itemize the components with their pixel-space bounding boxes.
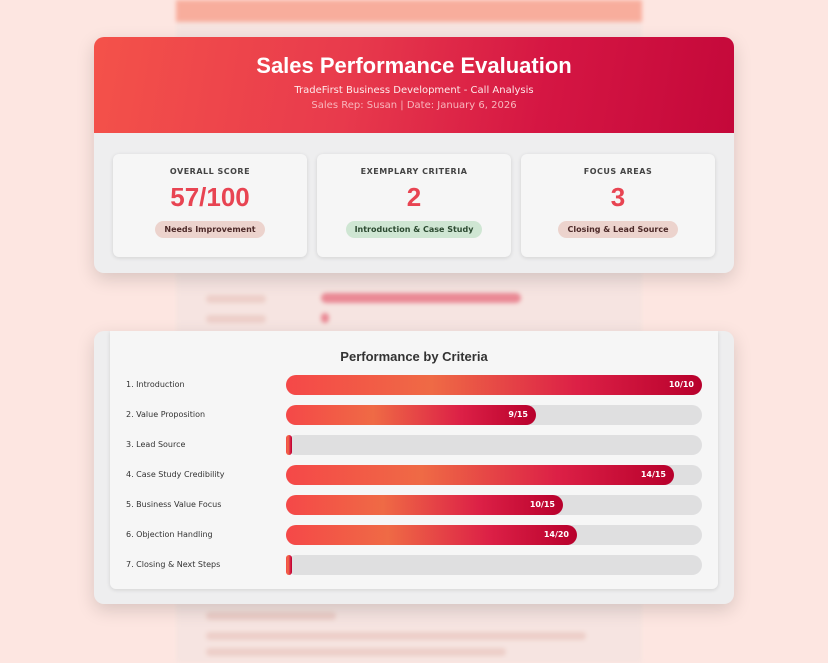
bar-fill: 10/10: [286, 375, 702, 395]
chart-row: 3. Lead Source: [110, 435, 718, 455]
bar-value-label: 10/10: [668, 380, 694, 389]
criteria-bar-chart: Performance by Criteria 1. Introduction 1…: [110, 331, 718, 589]
category-label: 5. Business Value Focus: [126, 500, 222, 509]
status-badge: Introduction & Case Study: [345, 221, 483, 238]
stat-value: 2: [406, 182, 422, 212]
chart-row: 7. Closing & Next Steps: [110, 555, 718, 575]
background-bar: [321, 293, 521, 303]
bar-fill: [286, 555, 292, 575]
background-row: [206, 315, 266, 323]
background-row: [206, 612, 336, 620]
bar-value-label: 14/15: [640, 470, 666, 479]
bar-fill: 9/15: [286, 405, 536, 425]
chart-row: 5. Business Value Focus 10/15: [110, 495, 718, 515]
stat-label: Overall Score: [169, 167, 251, 176]
bar-value-label: 10/15: [529, 500, 555, 509]
chart-title: Performance by Criteria: [340, 349, 488, 364]
background-row: [206, 295, 266, 303]
stat-value: 3: [610, 182, 626, 212]
bar-value-label: 14/20: [543, 530, 569, 539]
bar-track: 14/15: [286, 465, 702, 485]
bar-track: [286, 555, 702, 575]
page-title: Sales Performance Evaluation: [256, 53, 572, 78]
background-header-bar: [176, 0, 642, 22]
status-badge: Closing & Lead Source: [558, 221, 678, 238]
category-label: 4. Case Study Credibility: [126, 470, 225, 479]
stat-card-focus-areas: Focus Areas 3 Closing & Lead Source: [521, 154, 715, 257]
stats-row: Overall Score 57/100 Needs Improvement E…: [94, 133, 734, 257]
background-row: [206, 648, 506, 656]
chart-card: Performance by Criteria 1. Introduction 1…: [94, 331, 734, 604]
bar-track: 10/15: [286, 495, 702, 515]
bar-value-label: 9/15: [508, 410, 528, 419]
background-row: [206, 632, 586, 640]
bar-fill: [286, 435, 292, 455]
bar-fill: 14/15: [286, 465, 674, 485]
bar-track: 10/10: [286, 375, 702, 395]
bar-fill: 10/15: [286, 495, 563, 515]
chart-row: 1. Introduction 10/10: [110, 375, 718, 395]
bar-track: 9/15: [286, 405, 702, 425]
bar-track: [286, 435, 702, 455]
category-label: 6. Objection Handling: [126, 530, 213, 539]
stat-label: Focus Areas: [583, 167, 653, 176]
chart-row: 6. Objection Handling 14/20: [110, 525, 718, 545]
header-banner: Sales Performance Evaluation TradeFirst …: [94, 37, 734, 133]
category-label: 2. Value Proposition: [126, 410, 206, 419]
page-subtitle: TradeFirst Business Development - Call A…: [294, 85, 534, 96]
page-meta: Sales Rep: Susan | Date: January 6, 2026: [311, 100, 517, 111]
background-bar: [321, 313, 329, 323]
summary-card: Sales Performance Evaluation TradeFirst …: [94, 37, 734, 273]
bar-fill: 14/20: [286, 525, 577, 545]
stat-card-exemplary-criteria: Exemplary Criteria 2 Introduction & Case…: [317, 154, 511, 257]
category-label: 7. Closing & Next Steps: [126, 560, 221, 569]
status-badge: Needs Improvement: [155, 221, 265, 238]
stat-label: Exemplary Criteria: [360, 167, 468, 176]
category-label: 1. Introduction: [126, 380, 185, 389]
category-label: 3. Lead Source: [126, 440, 186, 449]
stat-value: 57/100: [170, 182, 250, 212]
bar-track: 14/20: [286, 525, 702, 545]
chart-row: 2. Value Proposition 9/15: [110, 405, 718, 425]
stat-card-overall-score: Overall Score 57/100 Needs Improvement: [113, 154, 307, 257]
chart-row: 4. Case Study Credibility 14/15: [110, 465, 718, 485]
